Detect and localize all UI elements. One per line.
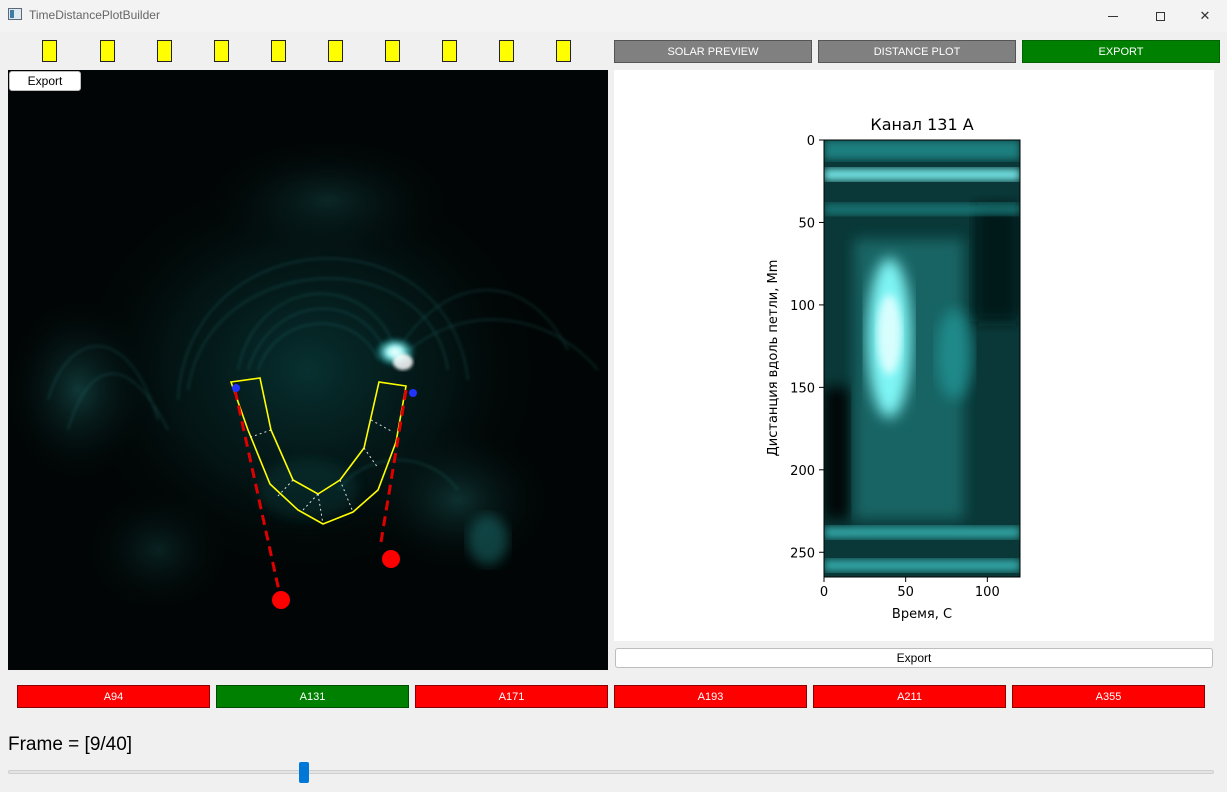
plot-frame [823,139,1021,578]
frame-label: Frame = [9/40] [8,734,133,755]
heatmap-core [877,294,902,375]
x-axis-label: Время, С [892,607,952,622]
solar-preview-button[interactable]: SOLAR PREVIEW [614,40,812,63]
minimize-icon [1108,15,1118,17]
channel-button-a355[interactable]: A355 [1012,685,1205,708]
marker-button-8[interactable] [442,40,457,62]
plot-panel: 0 50 100 0 50 100 150 200 250 Канал 131 А Время… [614,70,1214,641]
frame-slider-track[interactable] [8,770,1214,774]
image-export-button[interactable]: Export [9,71,81,91]
plot-export-button[interactable]: Export [615,648,1213,668]
maximize-button[interactable] [1137,0,1183,32]
anchor-handle-left[interactable] [272,591,290,609]
y-tick-label: 0 [807,134,815,149]
heatmap-blob [936,309,973,400]
marker-button-4[interactable] [214,40,229,62]
solar-image[interactable] [8,70,608,670]
heatmap-region [824,387,849,520]
channel-button-a94[interactable]: A94 [17,685,210,708]
heatmap-image [824,140,1020,577]
channel-button-a171[interactable]: A171 [415,685,608,708]
y-tick-label: 50 [798,216,815,231]
y-tick-label: 200 [790,464,815,479]
window-title: TimeDistancePlotBuilder [29,8,160,22]
y-tick-label: 100 [790,299,815,314]
loop-selection[interactable] [229,377,417,609]
x-tick-label: 0 [820,585,828,600]
marker-button-5[interactable] [271,40,286,62]
y-tick-label: 250 [790,546,815,561]
heatmap-band [824,559,1020,572]
close-button[interactable]: ✕ [1182,0,1227,32]
x-tick-label: 100 [975,585,1000,600]
frame-slider-handle[interactable] [299,762,309,783]
loop-start-point[interactable] [232,384,240,392]
export-mode-button[interactable]: EXPORT [1022,40,1220,63]
marker-button-2[interactable] [100,40,115,62]
marker-button-7[interactable] [385,40,400,62]
minimize-button[interactable] [1090,0,1136,32]
y-tick-label: 150 [790,381,815,396]
app-icon [8,8,22,20]
marker-button-10[interactable] [556,40,571,62]
y-axis-label: Дистанция вдоль петли, Mm [766,260,781,457]
x-tick-label: 50 [897,585,914,600]
channel-button-a131[interactable]: A131 [216,685,409,708]
heatmap-region [974,205,1020,322]
time-distance-chart: 0 50 100 0 50 100 150 200 250 Канал 131 А Время… [766,115,1021,622]
marker-button-1[interactable] [42,40,57,62]
distance-plot-button[interactable]: DISTANCE PLOT [818,40,1016,63]
channel-button-a193[interactable]: A193 [614,685,807,708]
heatmap-band [824,168,1020,181]
loop-end-point[interactable] [409,389,417,397]
marker-button-9[interactable] [499,40,514,62]
maximize-icon [1155,11,1165,21]
title-bar: TimeDistancePlotBuilder ✕ [0,0,1227,32]
heatmap-band [824,203,1020,216]
anchor-handle-right[interactable] [382,550,400,568]
marker-button-6[interactable] [328,40,343,62]
heatmap-region [824,140,1020,160]
heatmap-band [824,526,1020,539]
chart-title: Канал 131 А [870,115,973,134]
marker-button-3[interactable] [157,40,172,62]
channel-button-a211[interactable]: A211 [813,685,1006,708]
solar-image-canvas[interactable] [8,70,608,670]
close-icon: ✕ [1199,8,1211,23]
